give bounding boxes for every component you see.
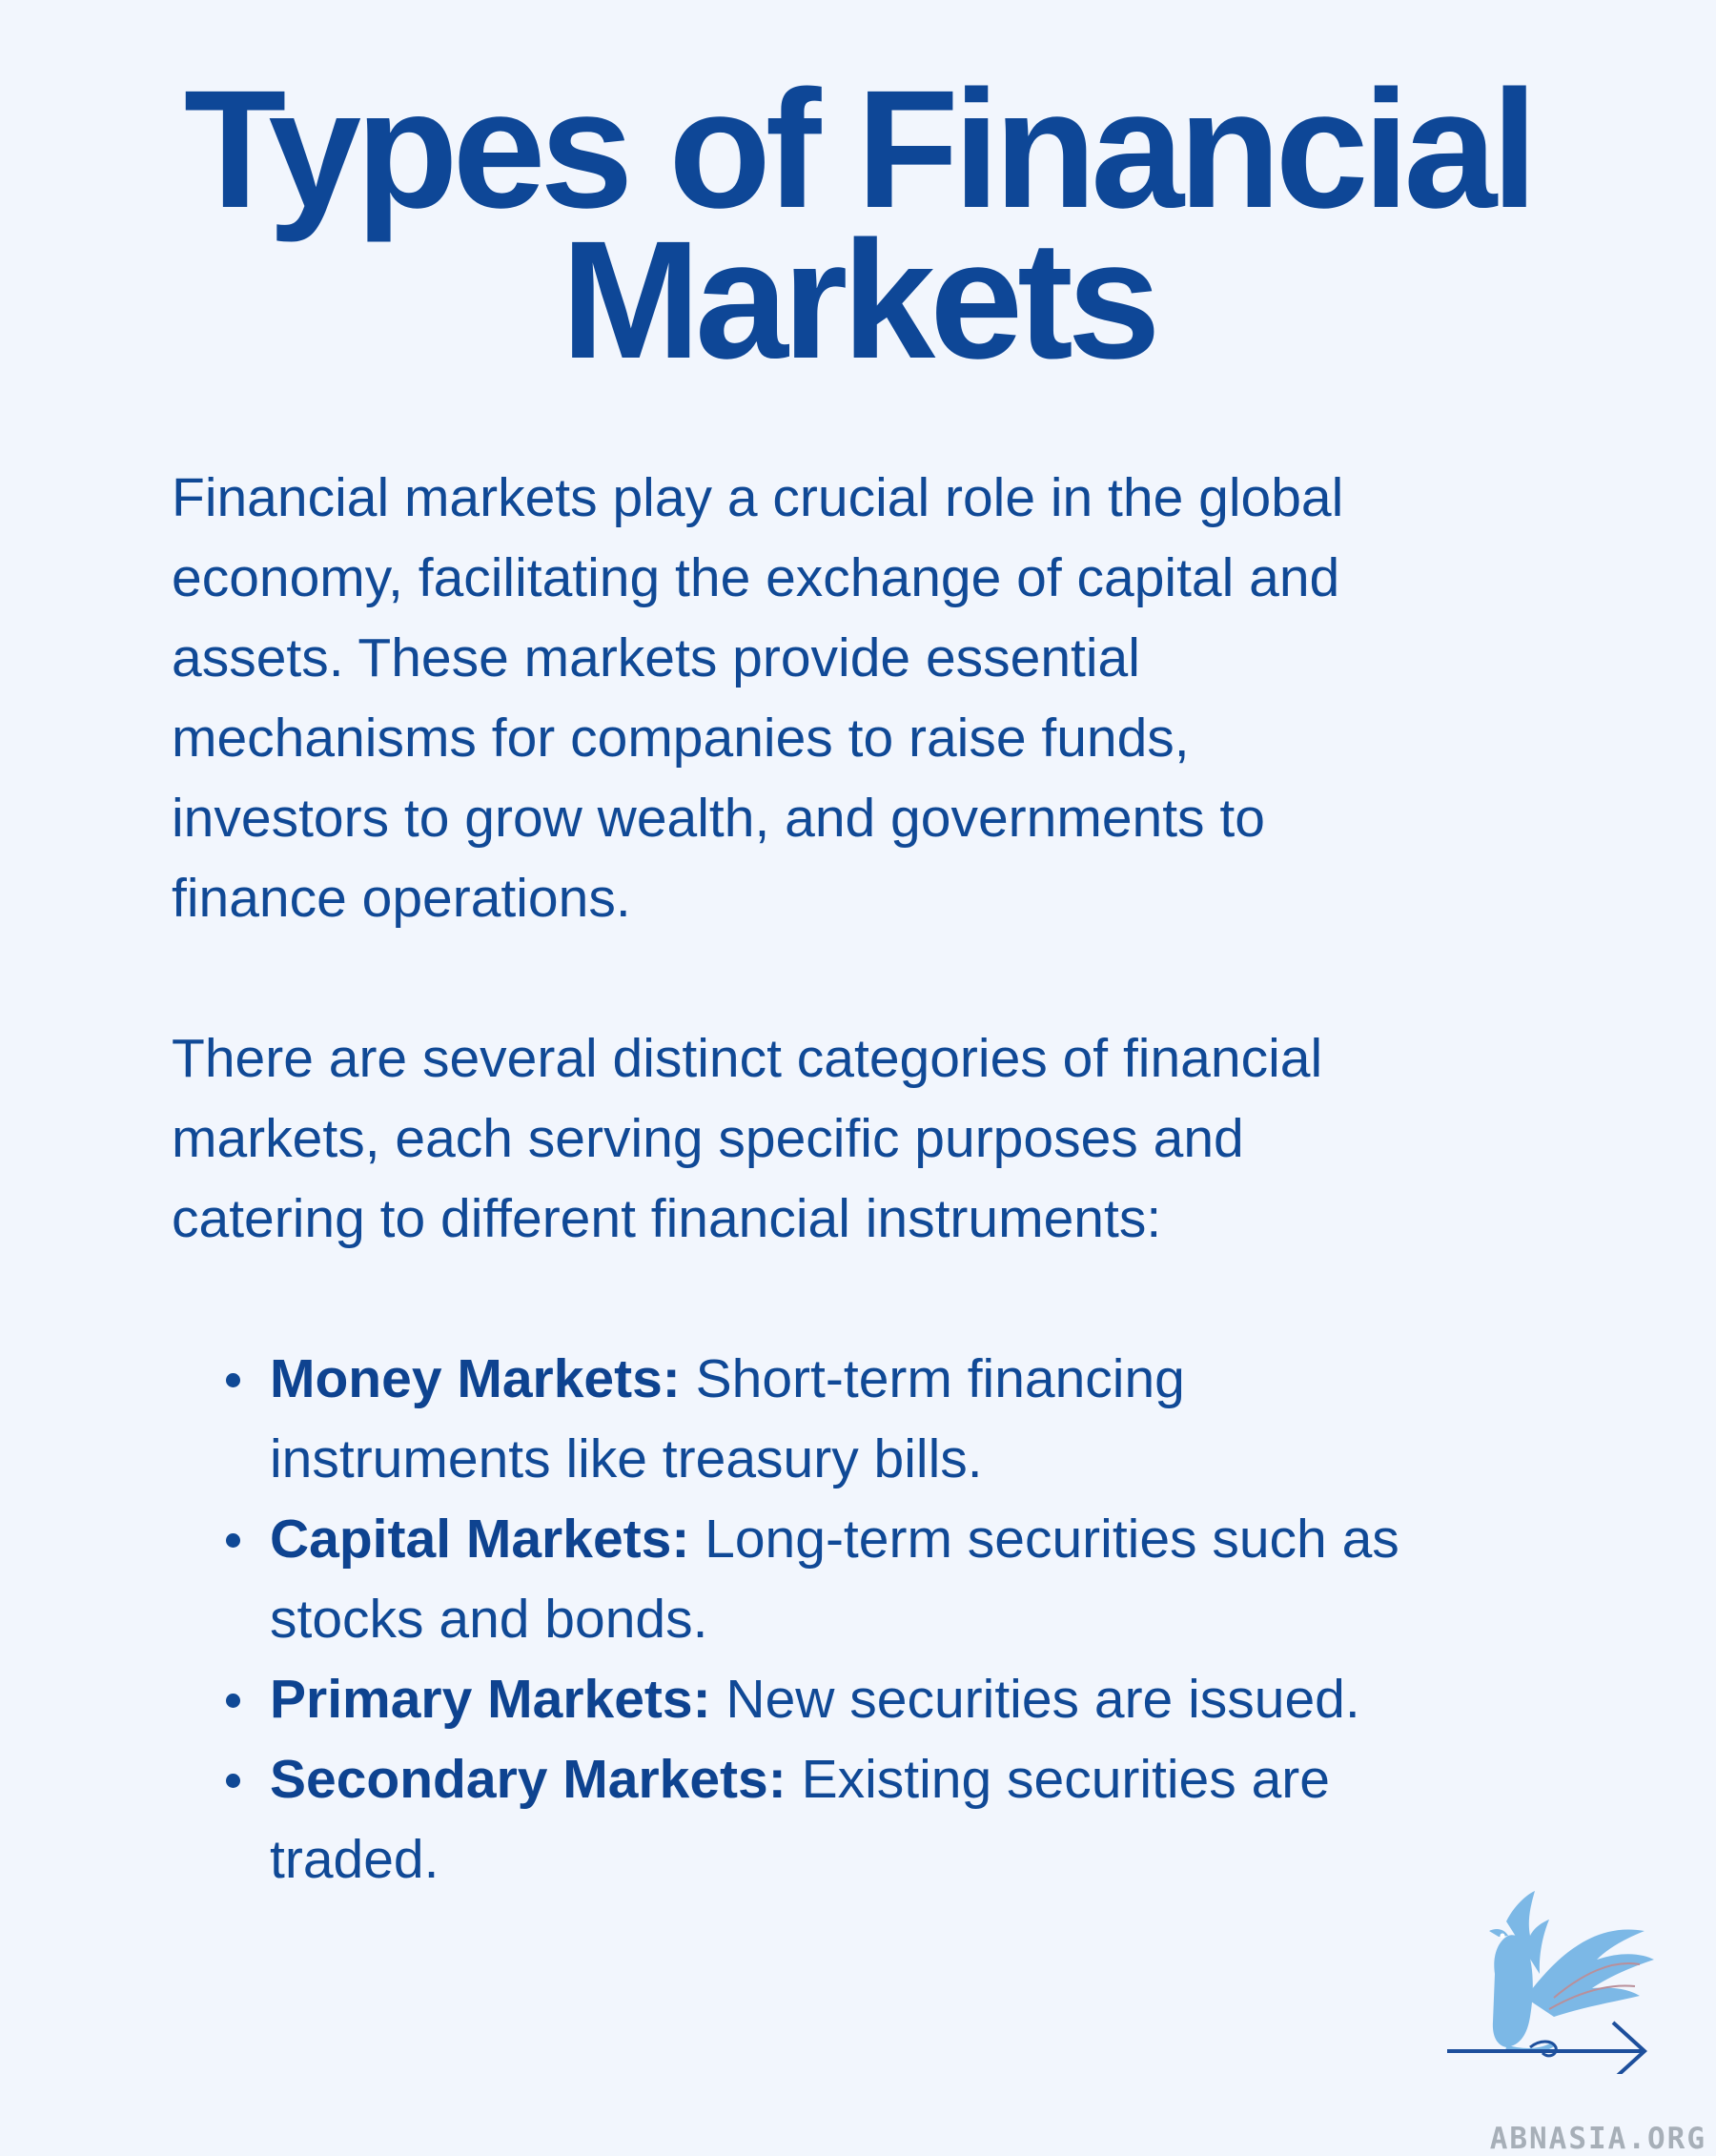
griffin-arrow-logo-icon [1440,1883,1668,2082]
list-item-line: Secondary Markets: Existing securities a… [270,1739,1583,1819]
list-item-description: New securities are issued. [710,1669,1360,1730]
categories-paragraph: There are several distinct categories of… [172,1018,1583,1259]
list-item-line: Capital Markets: Long-term securities su… [270,1499,1583,1579]
griffin-arrow-icon [1447,1891,1654,2082]
main-content: Financial markets play a crucial role in… [172,458,1583,1899]
list-item-term: Money Markets: [270,1348,681,1409]
list-item-line-2: stocks and bonds. [270,1589,708,1650]
title-line-1: Types of Financial [183,56,1538,243]
intro-line: finance operations. [172,868,631,929]
list-item-line-2: traded. [270,1829,439,1890]
list-item-line: Money Markets: Short-term financing [270,1339,1583,1419]
market-types-list: Money Markets: Short-term financing inst… [172,1339,1583,1899]
logo-wordmark: ABNASIA.ORG [1489,2122,1706,2156]
bullet-dot-icon [226,1373,240,1387]
list-item-description: Existing securities are [786,1749,1330,1810]
categories-line: There are several distinct categories of… [172,1028,1323,1089]
list-item-line: Primary Markets: New securities are issu… [270,1659,1583,1739]
list-item-capital-markets: Capital Markets: Long-term securities su… [172,1499,1583,1659]
intro-line: Financial markets play a crucial role in… [172,467,1344,528]
intro-line: investors to grow wealth, and government… [172,788,1265,849]
bullet-dot-icon [226,1694,240,1708]
list-item-term: Primary Markets: [270,1669,711,1730]
categories-line: markets, each serving specific purposes … [172,1108,1244,1169]
bullet-dot-icon [226,1774,240,1788]
list-item-description: Short-term financing [680,1348,1185,1409]
list-item-term: Capital Markets: [270,1509,690,1570]
intro-line: economy, facilitating the exchange of ca… [172,547,1340,608]
list-item-primary-markets: Primary Markets: New securities are issu… [172,1659,1583,1739]
page-title: Types of Financial Markets [0,56,1716,394]
list-item-secondary-markets: Secondary Markets: Existing securities a… [172,1739,1583,1899]
intro-line: mechanisms for companies to raise funds, [172,708,1190,769]
list-item-term: Secondary Markets: [270,1749,786,1810]
list-item-line-2: instruments like treasury bills. [270,1428,983,1489]
list-item-money-markets: Money Markets: Short-term financing inst… [172,1339,1583,1499]
list-item-description: Long-term securities such as [689,1509,1399,1570]
categories-line: catering to different financial instrume… [172,1188,1162,1249]
title-line-2: Markets [561,207,1160,394]
bullet-dot-icon [226,1533,240,1548]
intro-paragraph: Financial markets play a crucial role in… [172,458,1583,938]
intro-line: assets. These markets provide essential [172,627,1140,688]
